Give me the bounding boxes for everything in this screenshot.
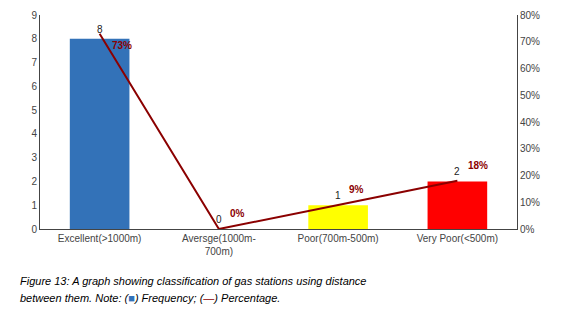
svg-text:0%: 0% [230, 208, 245, 219]
svg-text:60%: 60% [520, 63, 540, 74]
svg-text:50%: 50% [520, 90, 540, 101]
svg-text:Aversge(1000m-700m): Aversge(1000m-700m) [182, 233, 256, 257]
svg-text:20%: 20% [520, 170, 540, 181]
svg-text:0: 0 [31, 224, 37, 235]
svg-text:1: 1 [335, 190, 341, 201]
svg-text:2: 2 [454, 166, 460, 177]
svg-text:2: 2 [31, 176, 37, 187]
svg-text:80%: 80% [520, 10, 540, 21]
svg-text:73%: 73% [112, 40, 132, 51]
svg-text:8: 8 [31, 33, 37, 44]
svg-text:40%: 40% [520, 117, 540, 128]
svg-text:0: 0 [216, 214, 222, 225]
svg-text:70%: 70% [520, 36, 540, 47]
svg-text:8: 8 [97, 24, 103, 35]
svg-text:0%: 0% [520, 224, 535, 235]
svg-text:5: 5 [31, 105, 37, 116]
svg-text:Excellent(>1000m): Excellent(>1000m) [58, 233, 142, 244]
svg-text:Figure 13: A graph showing cla: Figure 13: A graph showing classificatio… [20, 275, 367, 287]
svg-text:4: 4 [31, 128, 37, 139]
svg-text:6: 6 [31, 81, 37, 92]
svg-text:3: 3 [31, 152, 37, 163]
svg-text:1: 1 [31, 200, 37, 211]
svg-text:18%: 18% [468, 160, 488, 171]
svg-text:30%: 30% [520, 143, 540, 154]
svg-text:10%: 10% [520, 197, 540, 208]
svg-text:7: 7 [31, 57, 37, 68]
svg-text:Very Poor(<500m): Very Poor(<500m) [417, 233, 498, 244]
svg-text:9: 9 [31, 10, 37, 21]
svg-text:9%: 9% [349, 184, 364, 195]
svg-text:Poor(700m-500m): Poor(700m-500m) [298, 233, 379, 244]
svg-text:between them. Note: (■) Freque: between them. Note: (■) Frequency; (—) P… [20, 292, 280, 304]
